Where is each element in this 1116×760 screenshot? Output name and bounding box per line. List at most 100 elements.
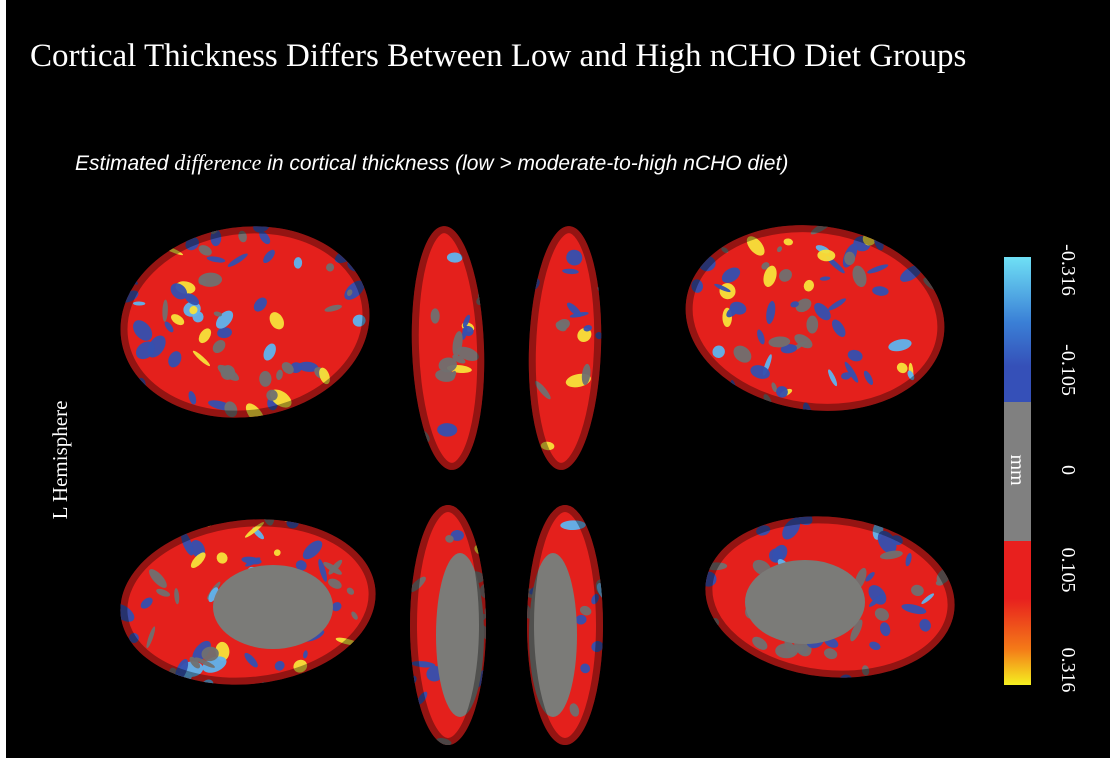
brain-patch <box>180 531 194 556</box>
brain-patch <box>479 583 486 599</box>
brain-patch <box>135 341 155 360</box>
brain-patch <box>831 319 846 337</box>
brain-shading <box>524 224 606 472</box>
brain-patch <box>560 520 586 530</box>
brain-patch <box>452 331 463 357</box>
brain-patch <box>691 279 703 293</box>
brain-patch <box>192 350 210 367</box>
brain-patch <box>224 401 238 418</box>
brain-patch <box>295 560 307 571</box>
brain-patch <box>346 289 353 296</box>
brain-patch <box>198 272 223 287</box>
brain-patch <box>750 365 770 379</box>
brain-patch <box>888 339 912 352</box>
brain-patch <box>880 550 903 560</box>
brain-patch <box>326 263 335 272</box>
brain-patch <box>577 327 592 343</box>
brain-patch <box>446 252 463 263</box>
brain-patch <box>566 249 583 266</box>
brain-patch <box>534 381 551 400</box>
brain-patch <box>763 265 777 287</box>
brain-patch <box>900 265 922 282</box>
colorbar-tick-label: -0.105 <box>1057 344 1079 396</box>
brain-patch <box>865 571 875 582</box>
brain-patch <box>201 646 219 662</box>
brain-patch <box>269 312 284 330</box>
brain-patch <box>771 382 777 393</box>
brain-patch <box>188 391 197 405</box>
colorbar-positive <box>1004 541 1031 685</box>
brain-patch <box>877 530 897 554</box>
brain-patch <box>241 556 262 565</box>
brain-patch <box>919 618 931 632</box>
brain-patch <box>869 641 881 651</box>
brain-patch <box>352 314 366 327</box>
brain-patch <box>303 650 308 659</box>
brain-patch <box>198 245 212 256</box>
brain-patch <box>591 641 603 652</box>
brain-patch <box>133 320 153 341</box>
brain-patch <box>324 304 342 312</box>
brain-patch <box>872 286 889 296</box>
brain-patch <box>331 602 342 612</box>
brain-patch <box>445 535 454 543</box>
brain-patch <box>212 340 226 354</box>
brain-patch <box>867 264 889 274</box>
brain-patch <box>580 663 591 674</box>
brain-patch <box>721 247 729 253</box>
brain-patch <box>208 587 219 603</box>
brain-patch <box>795 298 812 313</box>
brain-patch <box>227 253 248 267</box>
brain-patch <box>263 343 276 361</box>
brain-patch <box>814 302 831 321</box>
brain-patch <box>184 293 200 306</box>
colorbar: mm -0.316 -0.105 0 0.105 0.316 <box>1004 244 1079 693</box>
brain-patch <box>879 622 891 637</box>
brain-patch <box>274 660 285 671</box>
medial-wall <box>436 553 484 717</box>
brain-patch <box>450 370 457 381</box>
brain-patch <box>438 357 457 373</box>
brain-patch <box>140 597 153 609</box>
brain-patch <box>768 336 791 348</box>
brain-patch <box>844 251 856 266</box>
brain-patch <box>733 345 752 363</box>
brain-patch <box>575 614 587 625</box>
brain-patch <box>259 231 271 245</box>
brain-patch <box>863 370 874 385</box>
brain-patch <box>220 365 236 380</box>
brain-patch <box>896 362 908 374</box>
brain-patch <box>156 588 171 597</box>
brain-patch <box>293 659 308 673</box>
brain-patch <box>217 327 232 339</box>
brain-patch <box>435 369 455 382</box>
brain-shading <box>113 219 377 425</box>
brain-patch <box>194 657 215 668</box>
brain-patch <box>850 619 863 642</box>
brain-patch <box>868 585 887 605</box>
brain-patch <box>215 641 230 661</box>
colorbar-negative <box>1004 257 1031 403</box>
brain-patch <box>410 576 426 593</box>
brain-patch <box>847 349 863 362</box>
brain-patch <box>782 518 801 540</box>
brain-patch <box>129 632 139 643</box>
brain-patch <box>198 328 212 344</box>
brain-patch <box>817 249 836 262</box>
colorbar-tick-label: 0.105 <box>1057 548 1079 593</box>
brain-patch <box>174 588 180 605</box>
brain-patch <box>238 230 247 243</box>
subtitle-emphasis: difference <box>174 150 261 175</box>
brain-patch <box>819 276 831 281</box>
brain-patch <box>189 656 201 669</box>
brain-patch <box>752 636 768 650</box>
brain-patch <box>562 268 579 275</box>
brain-patch <box>293 257 303 269</box>
colorbar-tick-label: 0.316 <box>1057 648 1079 693</box>
brain-patch <box>149 569 167 588</box>
medial-wall <box>213 565 333 649</box>
brain-patch <box>591 593 599 605</box>
brain-patch <box>911 584 924 597</box>
brain-patch <box>450 529 464 541</box>
